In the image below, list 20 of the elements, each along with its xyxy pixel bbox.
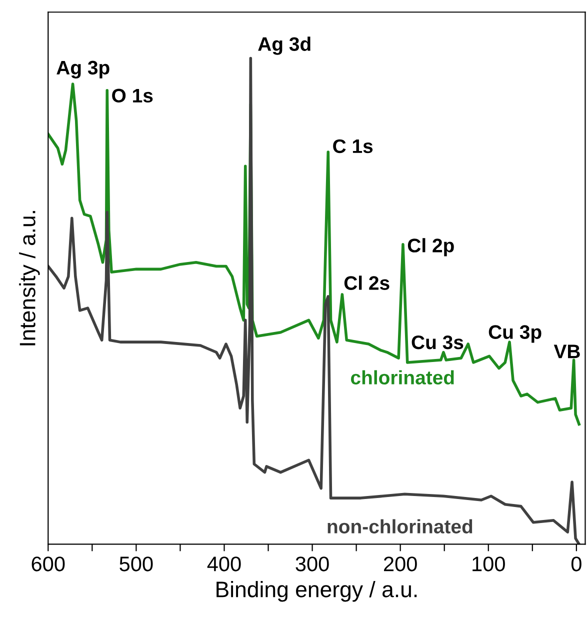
x-tick-label: 200 (384, 556, 417, 572)
annotation: Cu 3s (412, 335, 464, 350)
annotation: O 1s (112, 88, 153, 103)
y-axis-title: Intensity / a.u. (19, 211, 40, 346)
x-tick-label: 500 (120, 556, 153, 572)
annotation: VB (554, 344, 580, 358)
x-axis-title: Binding energy / a.u. (216, 580, 417, 602)
annotation: Ag 3p (56, 60, 110, 78)
series-label: chlorinated (350, 370, 454, 384)
annotation: Cu 3p (488, 325, 542, 343)
annotation: Cl 2s (344, 276, 390, 290)
annotation: C 1s (333, 139, 373, 154)
x-tick-label: 100 (472, 556, 505, 572)
series-label: non-chlorinated (328, 519, 472, 534)
x-tick-label: 300 (296, 556, 329, 572)
x-tick-label: 400 (207, 556, 241, 572)
annotation: Cl 2p (408, 238, 454, 256)
x-tick-label: 0 (571, 556, 582, 572)
annotation: Ag 3d (258, 36, 310, 55)
x-tick-label: 600 (32, 556, 65, 572)
